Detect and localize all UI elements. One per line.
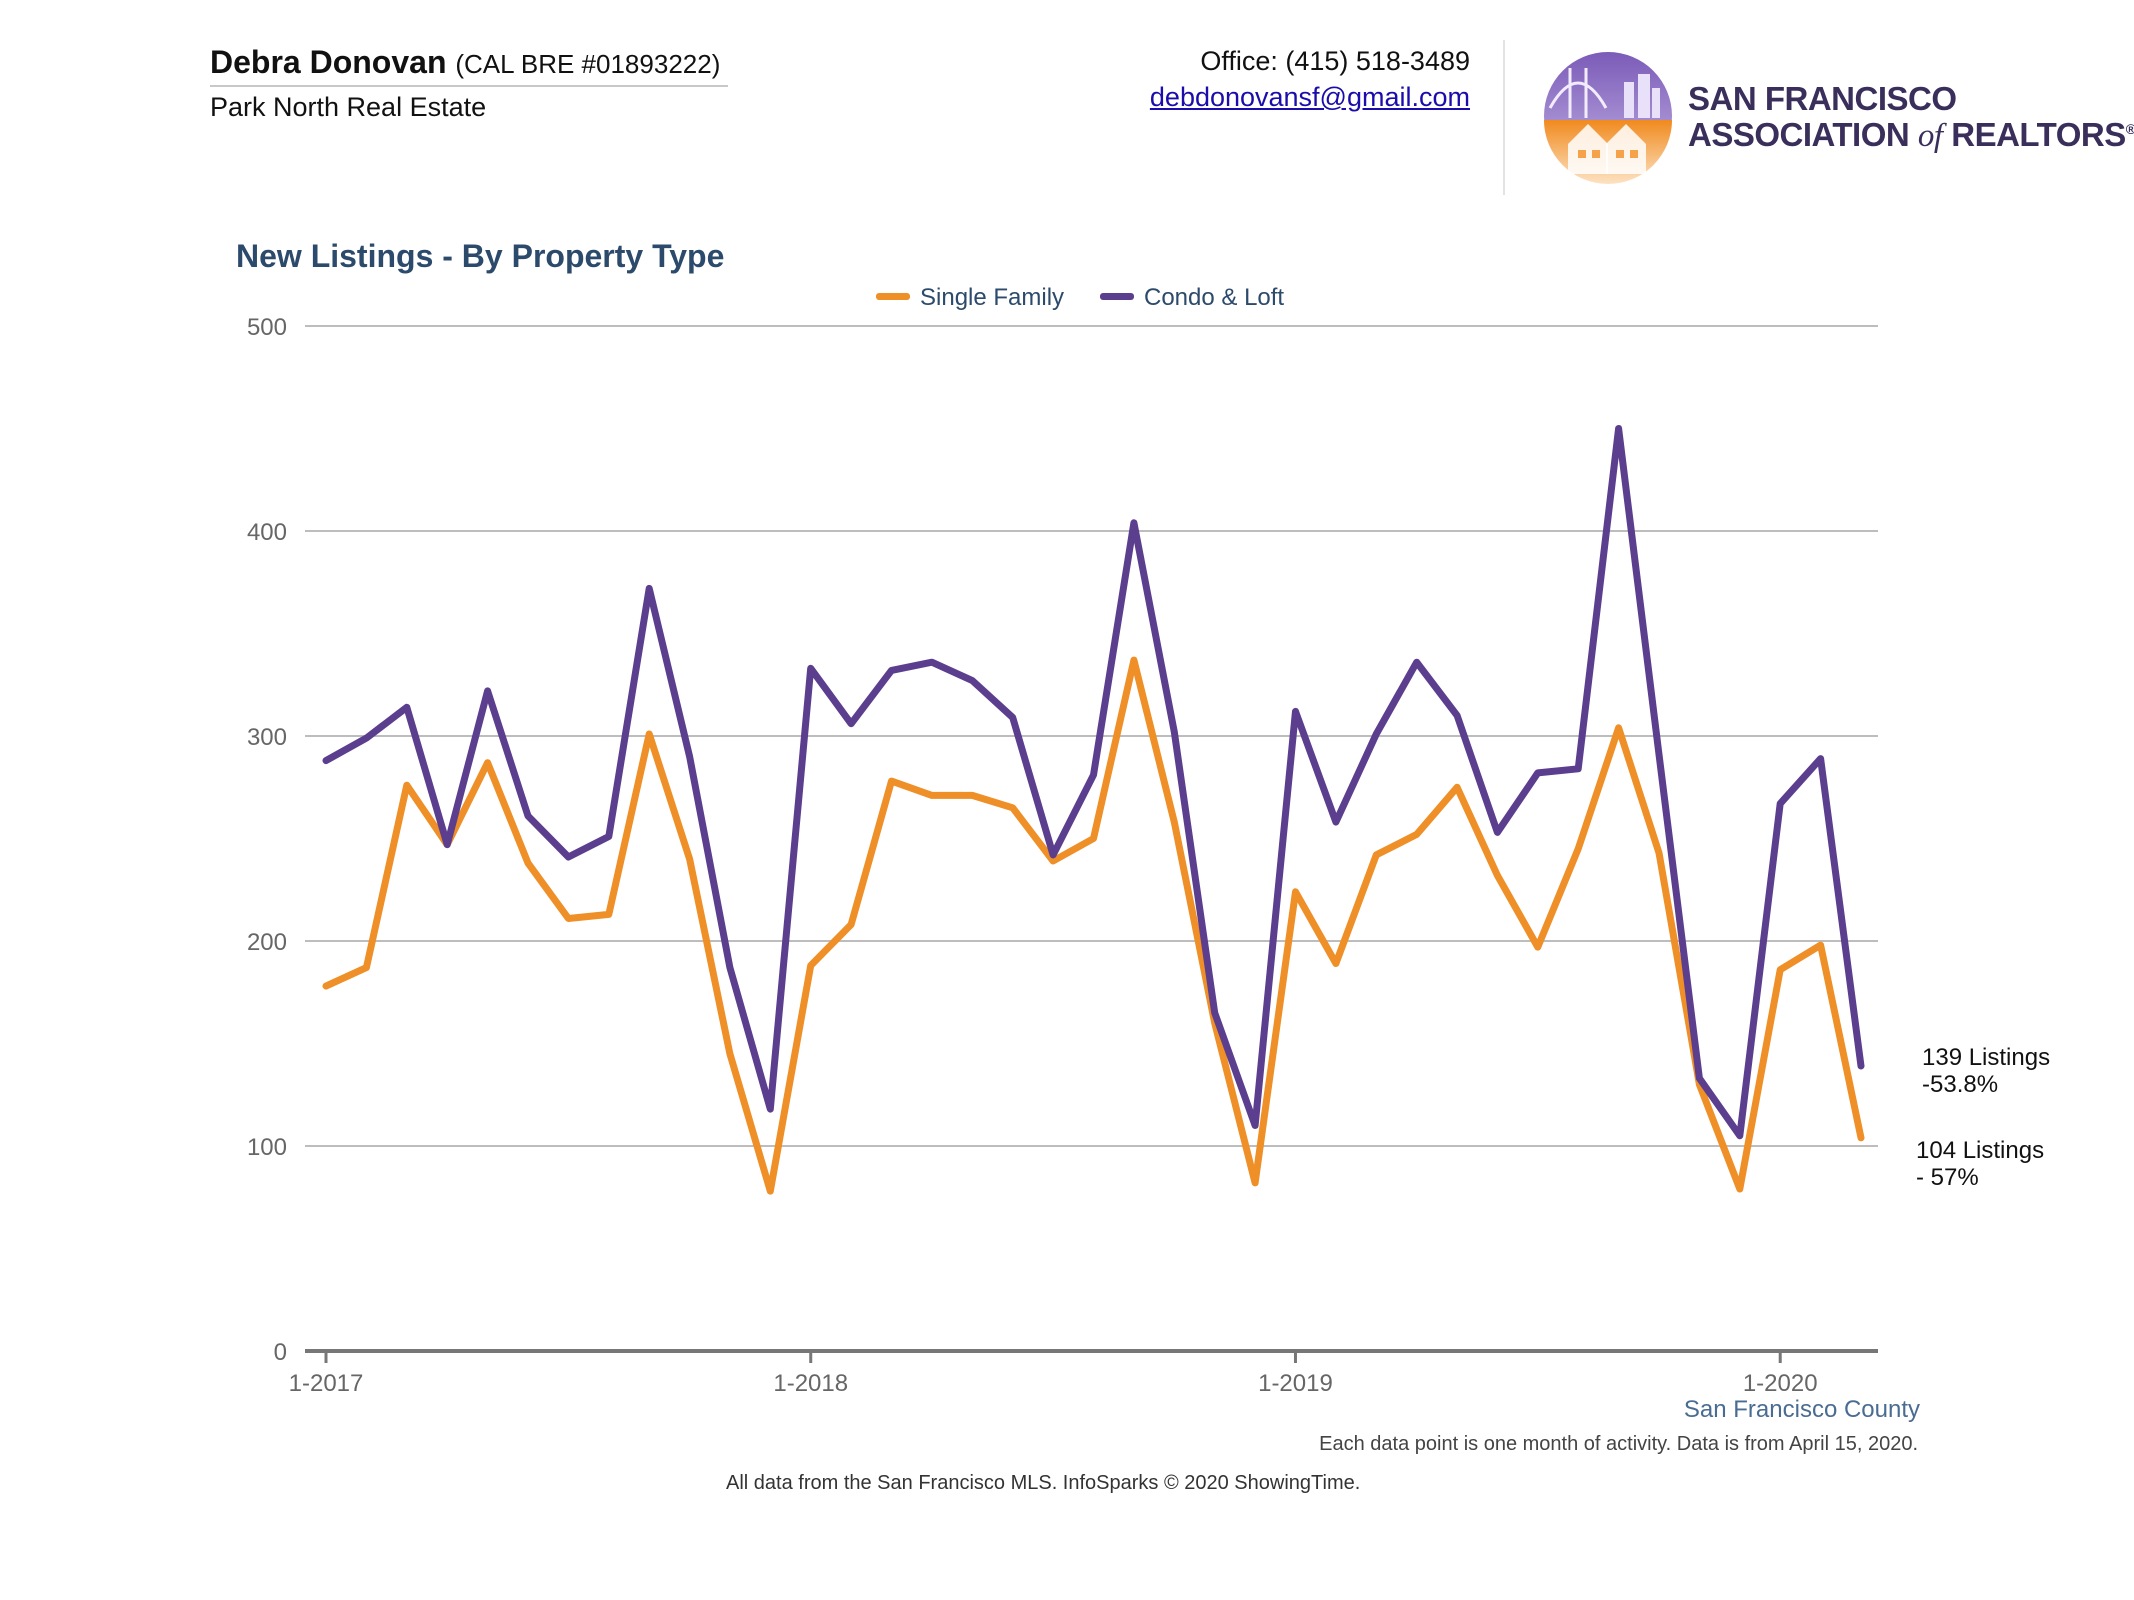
annotation-sf-count: 104 Listings (1916, 1137, 2045, 1164)
y-tick-label: 200 (247, 929, 287, 956)
agent-divider (210, 85, 728, 87)
sfar-logo-icon (1544, 52, 1672, 184)
x-tick-label: 1-2020 (1743, 1370, 1818, 1397)
x-tick-label: 1-2018 (773, 1370, 848, 1397)
data-note: Each data point is one month of activity… (1319, 1433, 1918, 1455)
county-label: San Francisco County (1683, 1396, 1920, 1423)
annotation-sf-change: - 57% (1916, 1164, 1979, 1191)
series-line-condo-loft (322, 425, 1865, 1140)
logo-text-realtors: REALTORS (1942, 116, 2126, 153)
legend-label-single-family: Single Family (920, 284, 1065, 311)
agent-company: Park North Real Estate (210, 92, 487, 122)
logo-text-association: ASSOCIATION (1688, 116, 1918, 153)
header-separator (1503, 40, 1505, 195)
chart-axes: 0 100 200 300 400 500 1-2017 1-2018 1-2019 1-2020 (247, 314, 1878, 1397)
y-tick-label: 500 (247, 314, 287, 341)
y-tick-label: 300 (247, 724, 287, 751)
x-tick-label: 1-2017 (289, 1370, 364, 1397)
annotation-condo-change: -53.8% (1922, 1071, 1999, 1098)
chart-grid (305, 325, 1878, 1147)
legend-item-single-family: Single Family (876, 284, 1064, 312)
logo-text-of: of (1917, 118, 1943, 154)
series-line-single-family (322, 656, 1865, 1195)
annotation-condo-count: 139 Listings (1922, 1044, 2051, 1071)
logo-text-line2: ASSOCIATION of REALTORS® (1688, 116, 2134, 155)
logo-text-line1: SAN FRANCISCO (1688, 80, 1957, 117)
legend-label-condo-loft: Condo & Loft (1144, 284, 1285, 311)
office-phone: Office: (415) 518-3489 (1200, 46, 1470, 76)
legend-swatch-single-family (876, 293, 910, 301)
annotation-condo-loft: 139 Listings -53.8% (1922, 1044, 2050, 1098)
agent-license: (CAL BRE #01893222) (455, 49, 721, 79)
y-tick-label: 0 (274, 1339, 287, 1366)
email-link[interactable]: debdonovansf@gmail.com (1149, 82, 1470, 112)
legend-item-condo-loft: Condo & Loft (1100, 284, 1284, 312)
logo-registered-mark: ® (2125, 121, 2134, 137)
chart-series (322, 425, 1865, 1195)
agent-name-text: Debra Donovan (210, 44, 447, 80)
data-source: All data from the San Francisco MLS. Inf… (726, 1472, 1361, 1494)
y-tick-label: 400 (247, 519, 287, 546)
y-tick-label: 100 (247, 1134, 287, 1161)
x-tick-label: 1-2019 (1258, 1370, 1333, 1397)
legend-swatch-condo-loft (1100, 293, 1134, 301)
chart-title: New Listings - By Property Type (236, 238, 725, 274)
annotation-single-family: 104 Listings - 57% (1916, 1137, 2044, 1191)
agent-name: Debra Donovan (CAL BRE #01893222) (210, 44, 720, 81)
